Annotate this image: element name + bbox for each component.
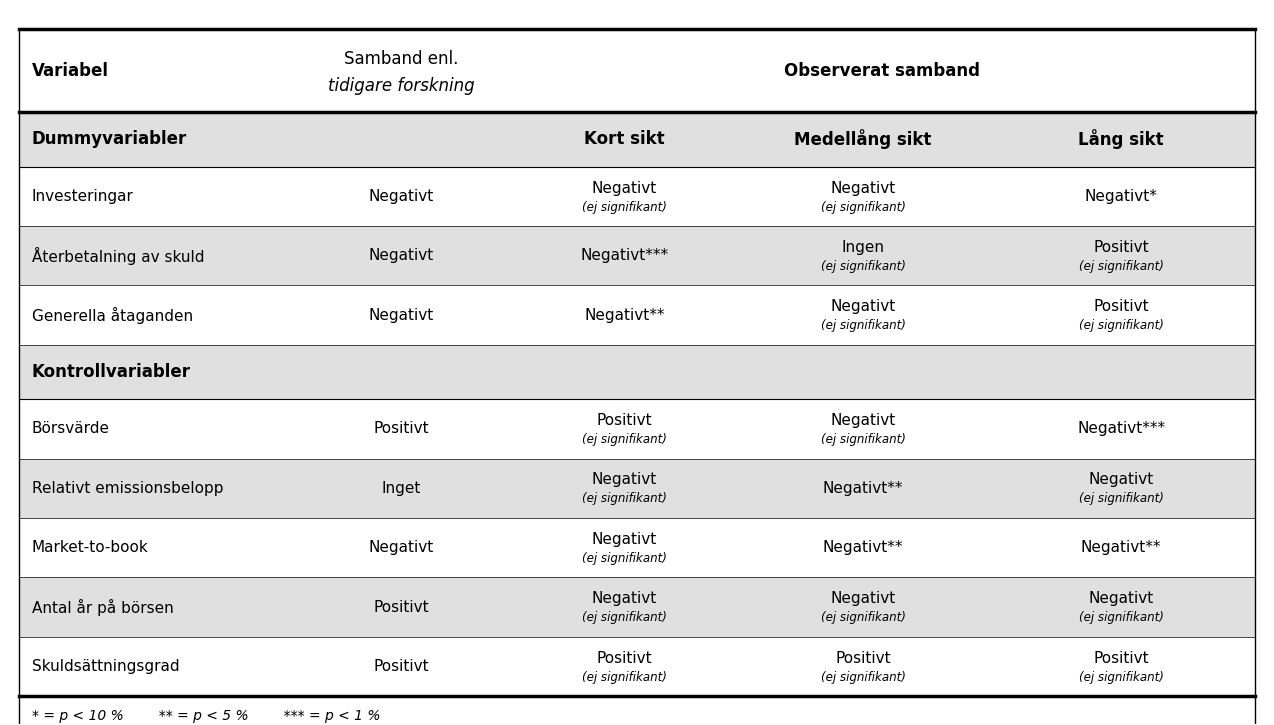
Text: Negativt: Negativt <box>831 299 896 315</box>
Text: Negativt: Negativt <box>1088 473 1154 487</box>
Text: Skuldsättningsgrad: Skuldsättningsgrad <box>32 659 180 674</box>
Bar <box>19 345 1255 399</box>
Text: Positivt: Positivt <box>373 421 429 436</box>
Text: Negativt**: Negativt** <box>1080 540 1162 555</box>
Text: Observerat samband: Observerat samband <box>785 62 980 80</box>
Bar <box>19 637 1255 696</box>
Text: Negativt: Negativt <box>831 413 896 428</box>
Bar <box>19 577 1255 637</box>
Text: (ej signifikant): (ej signifikant) <box>1079 319 1163 332</box>
Text: Negativt: Negativt <box>831 592 896 606</box>
Text: (ej signifikant): (ej signifikant) <box>1079 260 1163 273</box>
Text: Negativt: Negativt <box>591 473 657 487</box>
Text: (ej signifikant): (ej signifikant) <box>820 260 906 273</box>
Text: Negativt*: Negativt* <box>1084 188 1158 204</box>
Text: (ej signifikant): (ej signifikant) <box>820 671 906 684</box>
Bar <box>19 112 1255 167</box>
Text: Återbetalning av skuld: Återbetalning av skuld <box>32 247 204 265</box>
Bar <box>19 286 1255 345</box>
Bar <box>19 399 1255 458</box>
Bar <box>19 226 1255 286</box>
Text: Negativt: Negativt <box>591 181 657 196</box>
Text: Negativt***: Negativt*** <box>1077 421 1166 436</box>
Text: (ej signifikant): (ej signifikant) <box>820 201 906 213</box>
Bar <box>19 167 1255 226</box>
Text: Negativt: Negativt <box>368 248 434 263</box>
Text: * = p < 10 %        ** = p < 5 %        *** = p < 1 %: * = p < 10 % ** = p < 5 % *** = p < 1 % <box>32 709 381 723</box>
Text: (ej signifikant): (ej signifikant) <box>582 433 666 446</box>
Text: (ej signifikant): (ej signifikant) <box>582 611 666 624</box>
Text: Medellång sikt: Medellång sikt <box>795 130 931 149</box>
Text: Lång sikt: Lång sikt <box>1078 130 1164 149</box>
Text: (ej signifikant): (ej signifikant) <box>582 201 666 213</box>
Text: Negativt: Negativt <box>368 188 434 204</box>
Text: Negativt***: Negativt*** <box>580 248 669 263</box>
Text: (ej signifikant): (ej signifikant) <box>820 319 906 332</box>
Text: Negativt**: Negativt** <box>583 307 665 323</box>
Text: Positivt: Positivt <box>596 650 652 666</box>
Text: Antal år på börsen: Antal år på börsen <box>32 599 173 616</box>
Text: (ej signifikant): (ej signifikant) <box>1079 611 1163 624</box>
Text: Positivt: Positivt <box>596 413 652 428</box>
Text: Positivt: Positivt <box>373 600 429 615</box>
Text: (ej signifikant): (ej signifikant) <box>820 433 906 446</box>
Text: (ej signifikant): (ej signifikant) <box>582 492 666 505</box>
Text: Negativt: Negativt <box>831 181 896 196</box>
Text: Generella åtaganden: Generella åtaganden <box>32 307 192 323</box>
Text: Inget: Inget <box>382 481 420 496</box>
Text: Negativt: Negativt <box>1088 592 1154 606</box>
Text: (ej signifikant): (ej signifikant) <box>820 611 906 624</box>
Bar <box>19 458 1255 518</box>
Text: Samband enl.: Samband enl. <box>344 50 459 68</box>
Text: tidigare forskning: tidigare forskning <box>327 77 475 95</box>
Text: Negativt: Negativt <box>368 307 434 323</box>
Text: Negativt**: Negativt** <box>823 481 903 496</box>
Text: Relativt emissionsbelopp: Relativt emissionsbelopp <box>32 481 223 496</box>
Text: Positivt: Positivt <box>1093 650 1149 666</box>
Bar <box>19 518 1255 577</box>
Text: Ingen: Ingen <box>842 240 884 255</box>
Text: Negativt: Negativt <box>591 592 657 606</box>
Text: Negativt**: Negativt** <box>823 540 903 555</box>
Text: (ej signifikant): (ej signifikant) <box>582 552 666 565</box>
Text: Dummyvariabler: Dummyvariabler <box>32 130 187 149</box>
Text: Positivt: Positivt <box>1093 299 1149 315</box>
Text: (ej signifikant): (ej signifikant) <box>582 671 666 684</box>
Text: Positivt: Positivt <box>373 659 429 674</box>
Text: Variabel: Variabel <box>32 62 108 80</box>
Text: Investeringar: Investeringar <box>32 188 134 204</box>
Text: (ej signifikant): (ej signifikant) <box>1079 492 1163 505</box>
Text: Positivt: Positivt <box>1093 240 1149 255</box>
Text: Market-to-book: Market-to-book <box>32 540 149 555</box>
Text: Kort sikt: Kort sikt <box>583 130 665 149</box>
Text: (ej signifikant): (ej signifikant) <box>1079 671 1163 684</box>
Text: Negativt: Negativt <box>591 532 657 547</box>
Text: Negativt: Negativt <box>368 540 434 555</box>
Text: Börsvärde: Börsvärde <box>32 421 110 436</box>
Text: Positivt: Positivt <box>836 650 891 666</box>
Text: Kontrollvariabler: Kontrollvariabler <box>32 363 191 381</box>
Bar <box>19 29 1255 112</box>
